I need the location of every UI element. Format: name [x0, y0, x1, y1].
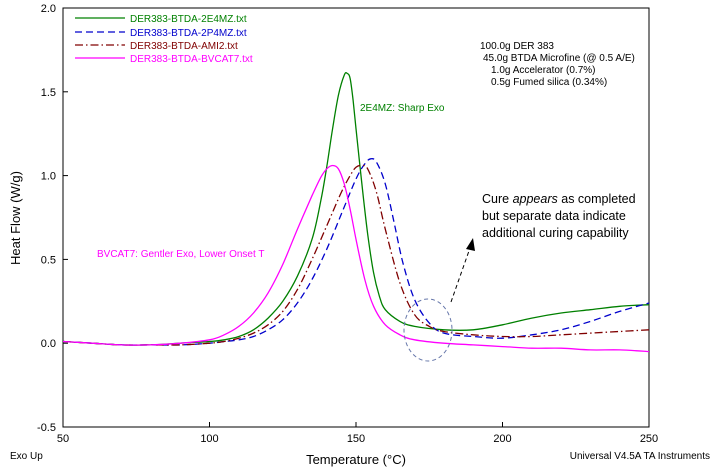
- legend-label-ami2: DER383-BTDA-AMI2.txt: [130, 41, 238, 52]
- formulation-line-2: 45.0g BTDA Microfine (@ 0.5 A/E): [483, 53, 635, 64]
- formulation-line-3: 1.0g Accelerator (0.7%): [491, 65, 596, 76]
- axis-ticks: -0.5 0.0 0.5 1.0 1.5 2.0 50 100 150 200 250: [37, 3, 658, 445]
- annotation-sharp-exo: 2E4MZ: Sharp Exo: [360, 103, 445, 114]
- legend-label-bvcat7: DER383-BTDA-BVCAT7.txt: [130, 54, 253, 65]
- cure-note-line-2: but separate data indicate: [482, 209, 626, 223]
- series-line-2e4mz: [62, 71, 650, 346]
- plot-area: [62, 7, 650, 428]
- y-tick-label: 0.5: [41, 254, 56, 266]
- series-line-2p4mz: [62, 158, 650, 346]
- y-tick-label: 1.5: [41, 87, 56, 99]
- formulation-line-4: 0.5g Fumed silica (0.34%): [491, 77, 607, 88]
- legend-label-2e4mz: DER383-BTDA-2E4MZ.txt: [130, 14, 247, 25]
- x-tick-label: 250: [640, 433, 658, 445]
- legend-label-2p4mz: DER383-BTDA-2P4MZ.txt: [130, 28, 247, 39]
- footer-software: Universal V4.5A TA Instruments: [570, 451, 710, 462]
- y-tick-label: 1.0: [41, 171, 56, 183]
- cure-note-line-1: Cure appears as completed: [482, 192, 636, 206]
- legend: DER383-BTDA-2E4MZ.txt DER383-BTDA-2P4MZ.…: [75, 14, 253, 65]
- series-line-bvcat7: [62, 164, 650, 353]
- y-tick-label: 2.0: [41, 3, 56, 15]
- y-tick-label: -0.5: [37, 422, 56, 434]
- arrow-head: [466, 238, 475, 251]
- arrow-line: [450, 247, 471, 303]
- x-axis-label: Temperature (°C): [306, 452, 406, 467]
- formulation-line-1: 100.0g DER 383: [480, 41, 554, 52]
- cure-note: Cure appears as completed but separate d…: [482, 192, 636, 240]
- highlight-circle: [403, 298, 453, 362]
- y-axis-label: Heat Flow (W/g): [8, 171, 23, 265]
- formulation-block: 100.0g DER 383 45.0g BTDA Microfine (@ 0…: [480, 41, 635, 88]
- footer-exo-up: Exo Up: [10, 451, 43, 462]
- series-group: [62, 71, 650, 353]
- x-tick-label: 50: [57, 433, 69, 445]
- x-tick-label: 100: [200, 433, 218, 445]
- cure-note-line-3: additional curing capability: [482, 226, 629, 240]
- x-tick-label: 200: [493, 433, 511, 445]
- annotation-gentle-exo: BVCAT7: Gentler Exo, Lower Onset T: [97, 249, 264, 260]
- x-tick-label: 150: [347, 433, 365, 445]
- y-tick-label: 0.0: [41, 338, 56, 350]
